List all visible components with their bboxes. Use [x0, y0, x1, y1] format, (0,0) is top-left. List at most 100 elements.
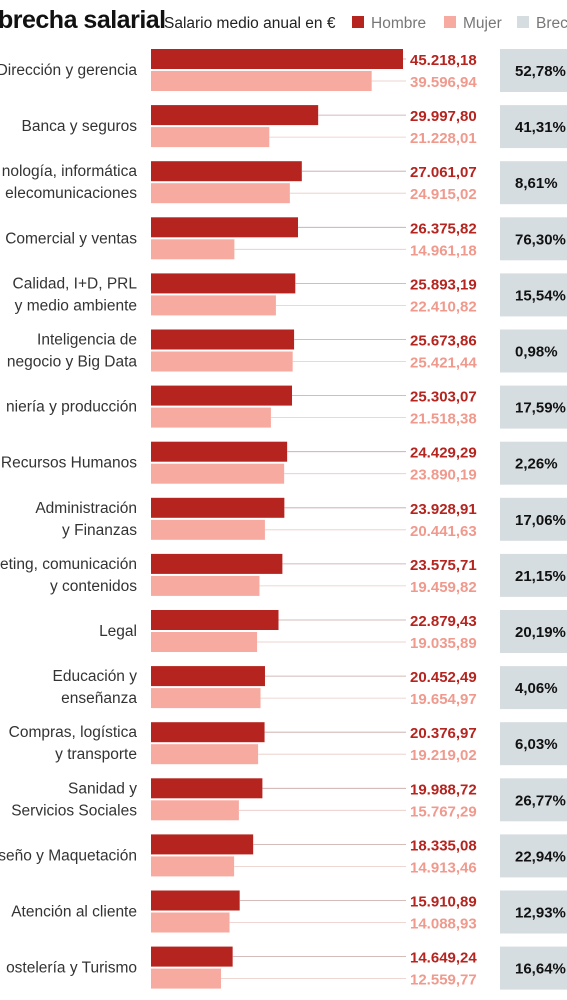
chart-row: niería y producción 25.303,07 21.518,38 17,…: [6, 385, 567, 429]
legend-label-brecha: Brecha: [536, 15, 567, 32]
bar-hombre: [151, 497, 285, 518]
category-label: elecomunicaciones: [5, 185, 137, 202]
gap-box: [500, 610, 567, 653]
category-label: Atención al cliente: [11, 904, 137, 921]
chart-row: Educación y enseñanza 20.452,49 19.654,97 4,…: [53, 666, 567, 710]
category-label: Legal: [99, 623, 137, 640]
category-label: Sanidad y: [68, 780, 137, 797]
legend: Hombre Mujer Brecha: [352, 15, 567, 32]
category-label: Servicios Sociales: [11, 802, 137, 819]
bar-mujer: [151, 856, 235, 877]
bar-hombre: [151, 778, 263, 799]
bar-mujer: [151, 295, 276, 316]
value-label-mujer: 39.596,94: [410, 74, 477, 91]
bar-hombre: [151, 610, 279, 630]
bar-mujer: [151, 351, 293, 372]
chart-row: Calidad, I+D, PRL y medio ambiente 25.893,…: [13, 273, 567, 317]
category-label: Recursos Humanos: [1, 455, 137, 472]
category-label: Comercial y ventas: [5, 230, 137, 247]
gap-box: [500, 161, 567, 205]
chart-row: Inteligencia de negocio y Big Data 25.673,…: [7, 329, 567, 373]
value-label-hombre: 25.303,07: [410, 389, 477, 406]
legend-label-mujer: Mujer: [463, 15, 502, 32]
value-label-mujer: 20.441,63: [410, 523, 477, 540]
bar-hombre: [151, 441, 288, 462]
chart-row: Banca y seguros 29.997,80 21.228,01 41,31%: [22, 105, 567, 149]
gap-label: 12,93%: [515, 905, 566, 922]
bar-mujer: [151, 912, 230, 933]
gap-label: 15,54%: [515, 287, 566, 304]
chart-row: Comercial y ventas 26.375,82 14.961,18 76,3…: [5, 217, 567, 261]
gap-box: [500, 385, 567, 429]
gap-box: [500, 946, 567, 990]
value-label-hombre: 25.673,86: [410, 333, 477, 350]
chart-row: ostelería y Turismo 14.649,24 12.559,77 16,…: [6, 946, 567, 990]
value-label-mujer: 15.767,29: [410, 803, 477, 820]
gap-box: [500, 834, 567, 878]
gap-label: 2,26%: [515, 456, 558, 473]
gap-box: [500, 666, 567, 710]
bar-hombre: [151, 666, 265, 687]
bar-mujer: [151, 632, 258, 652]
bar-mujer: [151, 183, 290, 204]
value-label-mujer: 24.915,02: [410, 186, 477, 203]
value-label-hombre: 25.893,19: [410, 276, 477, 293]
value-label-hombre: 22.879,43: [410, 613, 477, 630]
value-label-hombre: 14.649,24: [410, 950, 477, 967]
bar-mujer: [151, 519, 265, 540]
gap-box: [500, 329, 567, 373]
value-label-hombre: 15.910,89: [410, 894, 477, 911]
value-label-mujer: 19.035,89: [410, 635, 477, 652]
bar-hombre: [151, 553, 283, 574]
bar-hombre: [151, 217, 298, 238]
bar-mujer: [151, 407, 271, 428]
chart-row: Recursos Humanos 24.429,29 23.890,19 2,26%: [1, 441, 567, 485]
gap-label: 6,03%: [515, 736, 558, 753]
bar-mujer: [151, 239, 235, 260]
category-label: Compras, logística: [9, 724, 138, 741]
value-label-hombre: 45.218,18: [410, 52, 477, 69]
category-label: Inteligencia de: [37, 332, 137, 349]
value-label-mujer: 21.228,01: [410, 130, 477, 147]
gap-label: 4,06%: [515, 680, 558, 697]
value-label-mujer: 22.410,82: [410, 298, 477, 315]
legend-swatch-mujer: [444, 16, 456, 28]
bar-mujer: [151, 127, 270, 148]
gap-label: 0,98%: [515, 344, 558, 361]
chart-row: eting, comunicación y contenidos 23.575,71…: [0, 553, 567, 597]
category-label: Dirección y gerencia: [0, 62, 137, 79]
chart-subtitle: Salario medio anual en €: [164, 15, 336, 32]
bar-hombre: [151, 385, 293, 406]
category-label: enseñanza: [61, 690, 137, 707]
gap-label: 26,77%: [515, 792, 566, 809]
value-label-mujer: 21.518,38: [410, 411, 477, 428]
gap-label: 52,78%: [515, 63, 566, 80]
gap-box: [500, 890, 567, 934]
chart-rows: Dirección y gerencia 45.218,18 39.596,94 52…: [0, 49, 567, 990]
value-label-mujer: 19.459,82: [410, 579, 477, 596]
category-label: ostelería y Turismo: [6, 960, 137, 977]
value-label-mujer: 19.654,97: [410, 691, 477, 708]
value-label-hombre: 23.575,71: [410, 557, 477, 574]
value-label-hombre: 18.335,08: [410, 837, 477, 854]
bar-mujer: [151, 968, 221, 989]
gap-box: [500, 217, 567, 261]
gap-box: [500, 497, 567, 541]
gap-box: [500, 722, 567, 766]
chart-row: Compras, logística y transporte 20.376,97 1…: [9, 722, 567, 766]
category-label: Administración: [35, 500, 137, 517]
category-label: Banca y seguros: [22, 118, 138, 135]
value-label-hombre: 23.928,91: [410, 501, 477, 518]
category-label: y medio ambiente: [15, 297, 137, 314]
gap-label: 22,94%: [515, 848, 566, 865]
bar-mujer: [151, 800, 239, 821]
gap-box: [500, 49, 567, 92]
value-label-hombre: 20.452,49: [410, 669, 477, 686]
bar-mujer: [151, 575, 260, 596]
gap-label: 41,31%: [515, 119, 566, 136]
gap-box: [500, 273, 567, 317]
chart-row: seño y Maquetación 18.335,08 14.913,46 22,9…: [0, 834, 567, 878]
bar-hombre: [151, 834, 254, 855]
bar-hombre: [151, 722, 265, 743]
